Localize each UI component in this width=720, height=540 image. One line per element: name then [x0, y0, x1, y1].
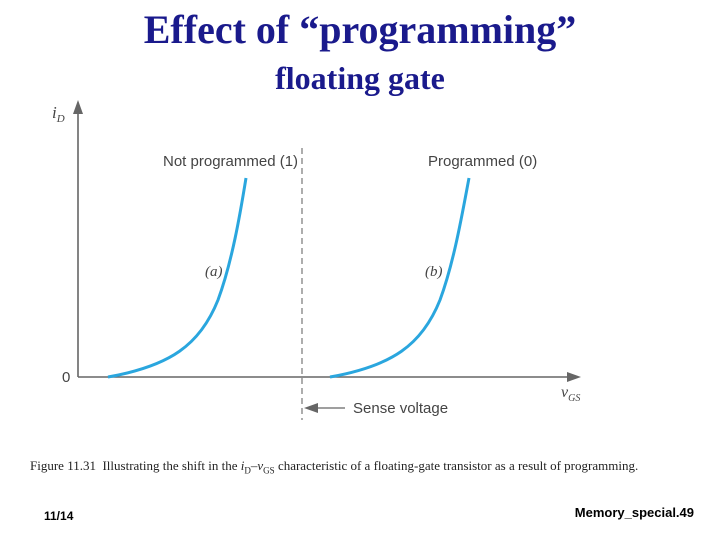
caption-var-v: v [257, 458, 264, 473]
footer-date: 11/14 [44, 509, 74, 523]
curve-a [107, 177, 248, 379]
caption-var-i: i [240, 458, 245, 473]
slide-subtitle: floating gate [275, 60, 445, 96]
curve-a-label: Not programmed (1) [163, 153, 298, 170]
curve-a-tag: (a) [205, 264, 223, 280]
caption-dash: – [250, 458, 258, 473]
sense-voltage-label: Sense voltage [353, 400, 448, 417]
curve-b-tag: (b) [425, 264, 443, 280]
caption-text-1: Illustrating the shift in the [102, 458, 241, 473]
curve-b [329, 177, 471, 379]
caption-text-2: characteristic of a floating-gate transi… [274, 458, 639, 473]
y-axis-label: iD [52, 103, 65, 125]
x-axis-arrow [567, 372, 581, 382]
caption-var-v-sub: GS [263, 465, 275, 476]
x-axis-label: vGS [561, 384, 580, 404]
curve-b-label: Programmed (0) [428, 153, 537, 170]
slide-title: Effect of “programming” [143, 7, 577, 52]
figure-id: Figure 11.31 [30, 458, 96, 473]
footer-slide-ref: Memory_special.49 [574, 505, 694, 520]
figure-caption: Figure 11.31 Illustrating the shift in t… [30, 458, 720, 476]
origin-label: 0 [62, 369, 70, 386]
sense-voltage-arrowhead [304, 403, 318, 413]
y-axis-arrow [73, 100, 83, 114]
caption-var-i-sub: D [244, 465, 251, 476]
